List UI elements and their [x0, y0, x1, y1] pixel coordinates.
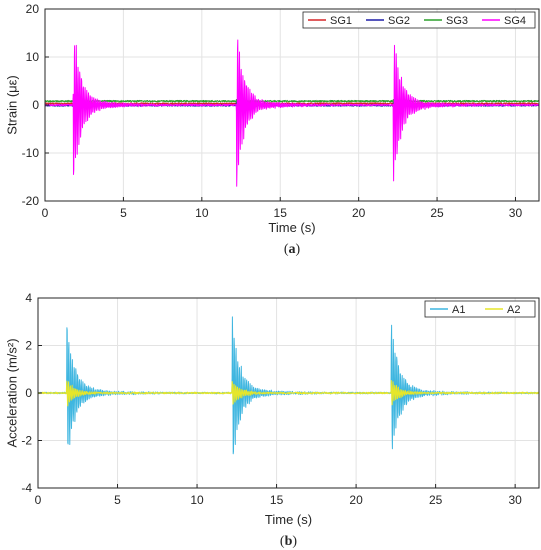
- y-tick-label: 0: [32, 98, 39, 112]
- x-tick-label: 5: [120, 206, 127, 220]
- legend-label-sg2: SG2: [388, 15, 410, 27]
- x-tick-label: 15: [270, 493, 284, 507]
- y-tick-label: -20: [22, 194, 40, 208]
- y-tick-label: -2: [21, 434, 32, 448]
- x-tick-label: 0: [42, 206, 49, 220]
- x-tick-label: 25: [430, 206, 444, 220]
- acceleration-x-ticks: 0 5 10 15 20 25 30: [35, 484, 522, 507]
- acceleration-y-ticks: -4 -2 0 2 4: [21, 291, 42, 495]
- x-tick-label: 25: [429, 493, 443, 507]
- series-line-sg4: [44, 39, 540, 187]
- legend-label-sg1: SG1: [330, 15, 352, 27]
- x-tick-label: 0: [35, 493, 42, 507]
- strain-legend: SG1 SG2 SG3 SG4: [302, 11, 536, 29]
- y-tick-label: -10: [22, 146, 40, 160]
- strain-chart: 0 5 10 15 20 25 30 -20 -10 0 10 20 Time (s) Strain…: [5, 2, 540, 257]
- x-tick-label: 30: [508, 493, 522, 507]
- series-line-a2: [37, 380, 539, 407]
- legend-label-sg3: SG3: [446, 15, 468, 27]
- series-line-a1: [37, 316, 540, 455]
- x-tick-label: 10: [195, 206, 209, 220]
- strain-y-axis-label: Strain (με): [5, 75, 20, 135]
- strain-x-axis-label: Time (s): [268, 220, 315, 235]
- y-tick-label: 0: [25, 386, 32, 400]
- x-tick-label: 20: [349, 493, 363, 507]
- x-tick-label: 15: [274, 206, 288, 220]
- x-tick-label: 20: [352, 206, 366, 220]
- series-line-sg3: [44, 97, 539, 106]
- legend-box: [302, 11, 536, 29]
- legend-label-a1: A1: [452, 304, 465, 316]
- y-tick-label: 4: [25, 291, 32, 305]
- acceleration-y-axis-label: Acceleration (m/s²): [5, 338, 20, 447]
- acceleration-series: [37, 316, 540, 455]
- y-tick-label: 20: [26, 2, 40, 16]
- acceleration-caption: (b): [280, 534, 297, 549]
- x-tick-label: 10: [190, 493, 204, 507]
- y-tick-label: 2: [25, 339, 32, 353]
- strain-caption: (a): [284, 242, 301, 257]
- legend-box: [424, 300, 536, 318]
- strain-x-ticks: 0 5 10 15 20 25 30: [42, 197, 523, 220]
- legend-label-a2: A2: [507, 304, 520, 316]
- acceleration-x-axis-label: Time (s): [265, 512, 312, 527]
- x-tick-label: 30: [509, 206, 523, 220]
- acceleration-chart: 0 5 10 15 20 25 30 -4 -2 0 2 4 Time (s) Accelerati…: [5, 291, 540, 549]
- legend-label-sg4: SG4: [504, 15, 526, 27]
- x-tick-label: 5: [114, 493, 121, 507]
- strain-y-ticks: -20 -10 0 10 20: [22, 2, 49, 208]
- y-tick-label: 10: [26, 50, 40, 64]
- strain-series: [44, 39, 540, 187]
- y-tick-label: -4: [21, 481, 32, 495]
- acceleration-legend: A1 A2: [424, 300, 536, 318]
